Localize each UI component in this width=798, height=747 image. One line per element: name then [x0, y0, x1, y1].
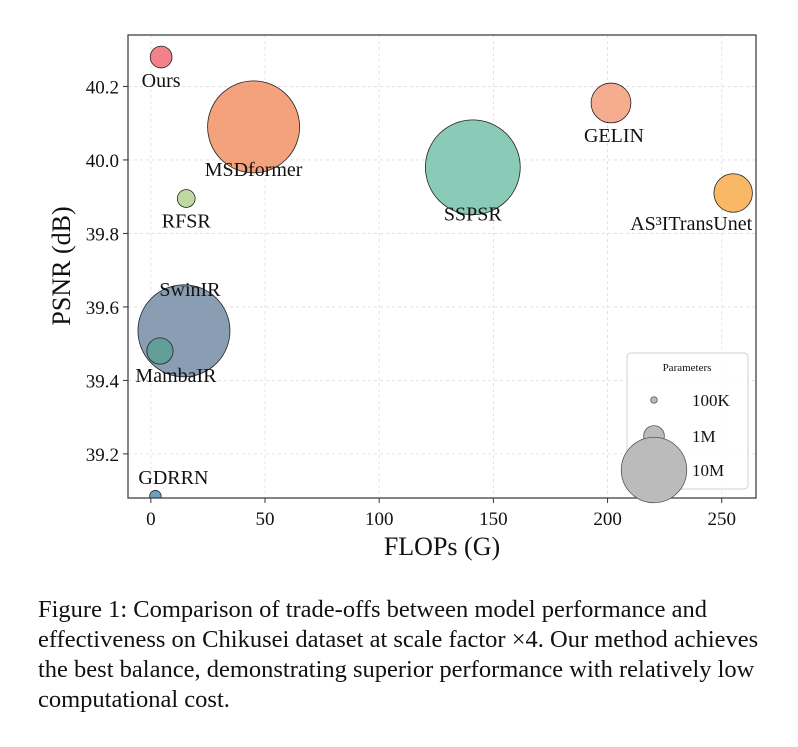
legend-label: 100K [692, 391, 731, 410]
label-swinir: SwinIR [159, 279, 221, 301]
bubble-sspsr [425, 119, 521, 216]
y-tick-label: 40.0 [86, 151, 119, 172]
legend-label: 1M [692, 427, 716, 446]
data-bubbles [137, 45, 753, 498]
bubble-gdrrn [149, 490, 162, 498]
y-axis-ticks: 39.2 39.4 39.6 39.8 40.0 40.2 [86, 77, 128, 466]
y-tick-label: 40.2 [86, 77, 119, 98]
legend-title: Parameters [663, 362, 712, 374]
bubble-rfsr [176, 189, 196, 208]
figure-caption: Figure 1: Comparison of trade-offs betwe… [38, 596, 759, 713]
x-axis-label: FLOPs (G) [384, 532, 500, 561]
label-mambair: MambaIR [135, 365, 217, 387]
bubble-msdformer [207, 80, 301, 174]
bubble-labels: Ours MSDformer RFSR SwinIR MambaIR GDRRN SSPSR… [135, 70, 752, 489]
label-rfsr: RFSR [162, 211, 212, 233]
legend-marker [650, 396, 658, 404]
label-msdformer: MSDformer [205, 159, 303, 181]
y-tick-label: 39.8 [86, 224, 119, 245]
legend-label: 10M [692, 461, 724, 480]
bubble-mambair [146, 337, 174, 365]
bubble-chart: Ours MSDformer RFSR SwinIR MambaIR GDRRN SSPSR… [47, 34, 757, 561]
x-tick-label: 150 [479, 509, 508, 530]
label-gelin: GELIN [584, 125, 644, 147]
bubble-gelin [590, 82, 632, 124]
plot-frame [127, 34, 757, 499]
x-axis-ticks: 0 50 100 150 200 250 [146, 498, 736, 530]
x-tick-label: 200 [593, 509, 622, 530]
label-as-itransunet: AS³ITransUnet [630, 213, 752, 235]
label-sspsr: SSPSR [444, 203, 502, 225]
y-tick-label: 39.6 [86, 298, 119, 319]
y-tick-label: 39.4 [86, 371, 120, 392]
y-tick-label: 39.2 [86, 445, 119, 466]
legend-marker [620, 436, 688, 504]
x-tick-label: 0 [146, 509, 156, 530]
legend: Parameters 100K 1M 10M [620, 352, 749, 504]
x-tick-label: 250 [707, 509, 736, 530]
bubble-ours [149, 45, 173, 69]
label-ours: Ours [142, 70, 181, 92]
y-axis-label: PSNR (dB) [47, 206, 76, 325]
bubble-as-itransunet [713, 173, 753, 213]
x-tick-label: 50 [256, 509, 275, 530]
x-tick-label: 100 [365, 509, 394, 530]
label-gdrrn: GDRRN [138, 467, 208, 489]
